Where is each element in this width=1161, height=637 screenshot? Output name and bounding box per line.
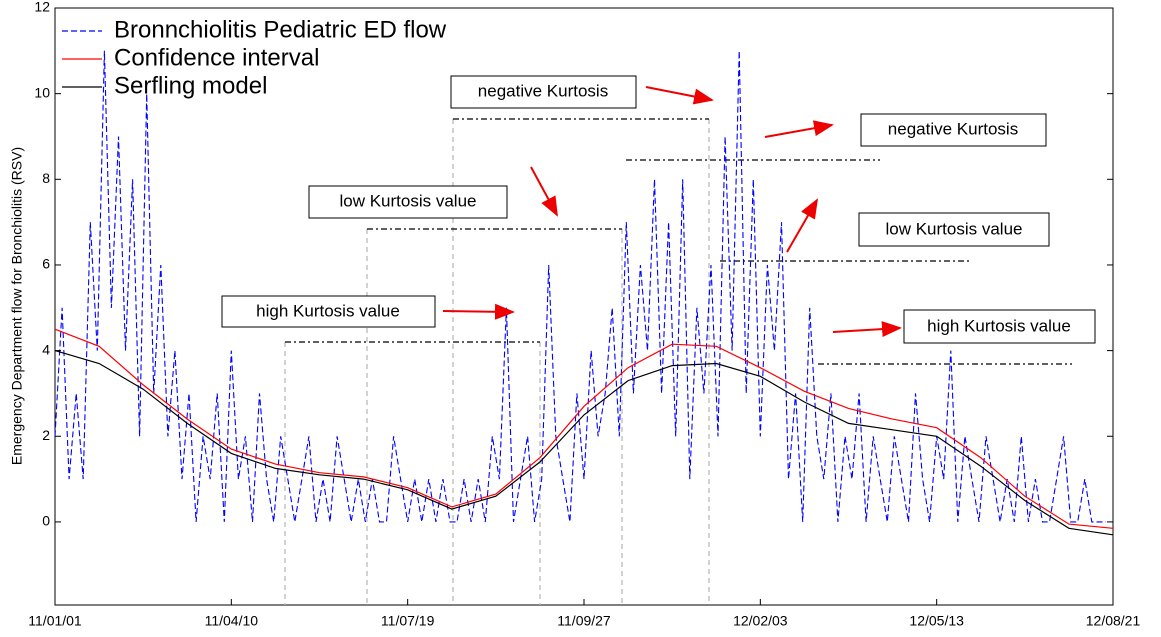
legend: Bronnchiolitis Pediatric ED flowConfiden… — [62, 16, 447, 99]
series-line — [54, 50, 1106, 523]
x-tick-label: 11/01/01 — [28, 613, 82, 629]
legend-label: Confidence interval — [114, 44, 319, 71]
y-tick-label: 4 — [42, 341, 50, 357]
x-tick-label: 12/08/21 — [1086, 613, 1141, 629]
x-tick-label: 12/05/13 — [909, 613, 964, 629]
annotation: high Kurtosis value — [256, 301, 400, 320]
x-tick-label: 11/09/27 — [557, 613, 611, 629]
annotation: negative Kurtosis — [888, 119, 1018, 138]
y-tick-label: 6 — [42, 256, 50, 272]
legend-label: Bronnchiolitis Pediatric ED flow — [114, 16, 447, 43]
annotation: negative Kurtosis — [478, 81, 608, 100]
y-tick-label: 10 — [34, 84, 50, 100]
annotation: low Kurtosis value — [885, 219, 1022, 238]
x-tick-label: 11/07/19 — [381, 613, 435, 629]
annotations: high Kurtosis value low Kurtosis value n… — [221, 75, 1096, 344]
y-tick-label: 12 — [34, 0, 50, 15]
annotation: high Kurtosis value — [927, 316, 1071, 335]
series-line — [54, 328, 1114, 529]
x-tick-label: 11/04/10 — [205, 613, 259, 629]
y-tick-label: 0 — [42, 513, 50, 529]
y-axis-label: Emergency Department flow for Bronchioli… — [9, 147, 25, 465]
legend-label: Serfling model — [114, 72, 267, 99]
y-tick-label: 8 — [42, 170, 50, 186]
annotation: low Kurtosis value — [339, 191, 476, 210]
y-tick-label: 2 — [42, 427, 50, 443]
x-tick-label: 12/02/03 — [733, 613, 788, 629]
series-line — [54, 350, 1114, 536]
